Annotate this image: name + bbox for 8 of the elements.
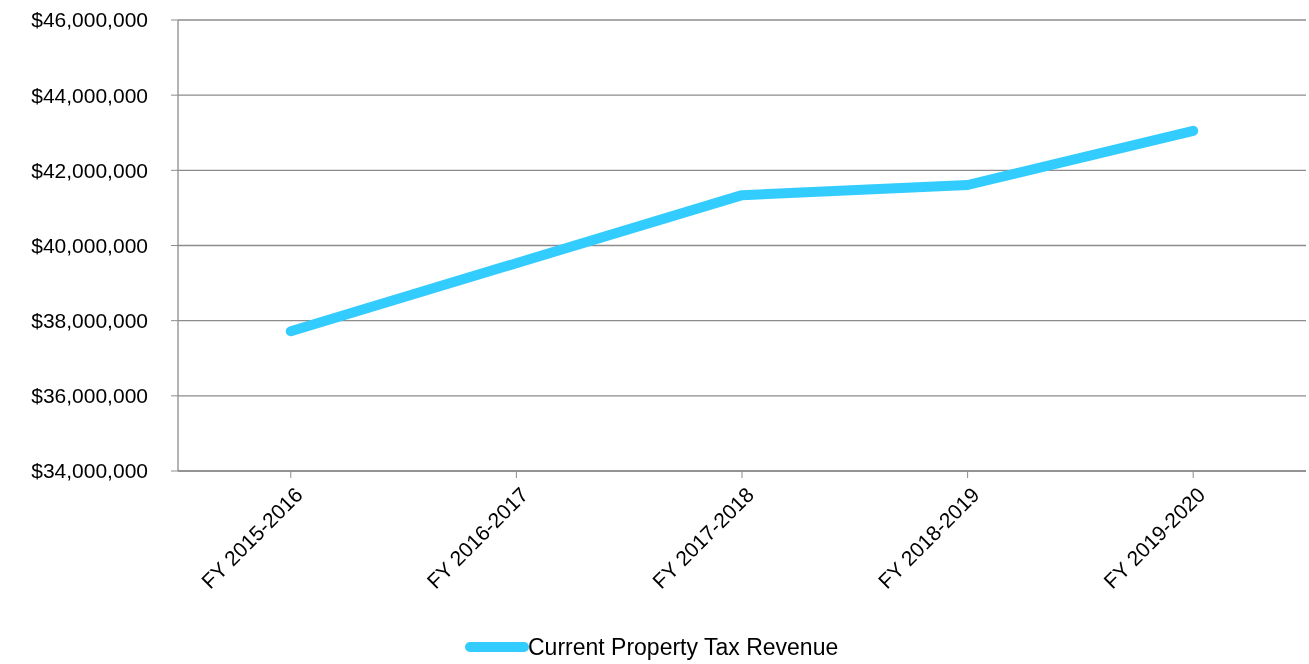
y-tick-label: $46,000,000 — [31, 8, 148, 32]
y-tick-label: $44,000,000 — [31, 83, 148, 107]
y-tick-label: $40,000,000 — [31, 233, 148, 257]
y-tick-label: $34,000,000 — [31, 459, 148, 483]
y-tick-label: $38,000,000 — [31, 309, 148, 333]
legend-label: Current Property Tax Revenue — [528, 634, 839, 661]
y-tick-label: $42,000,000 — [31, 158, 148, 182]
y-tick-label: $36,000,000 — [31, 384, 148, 408]
